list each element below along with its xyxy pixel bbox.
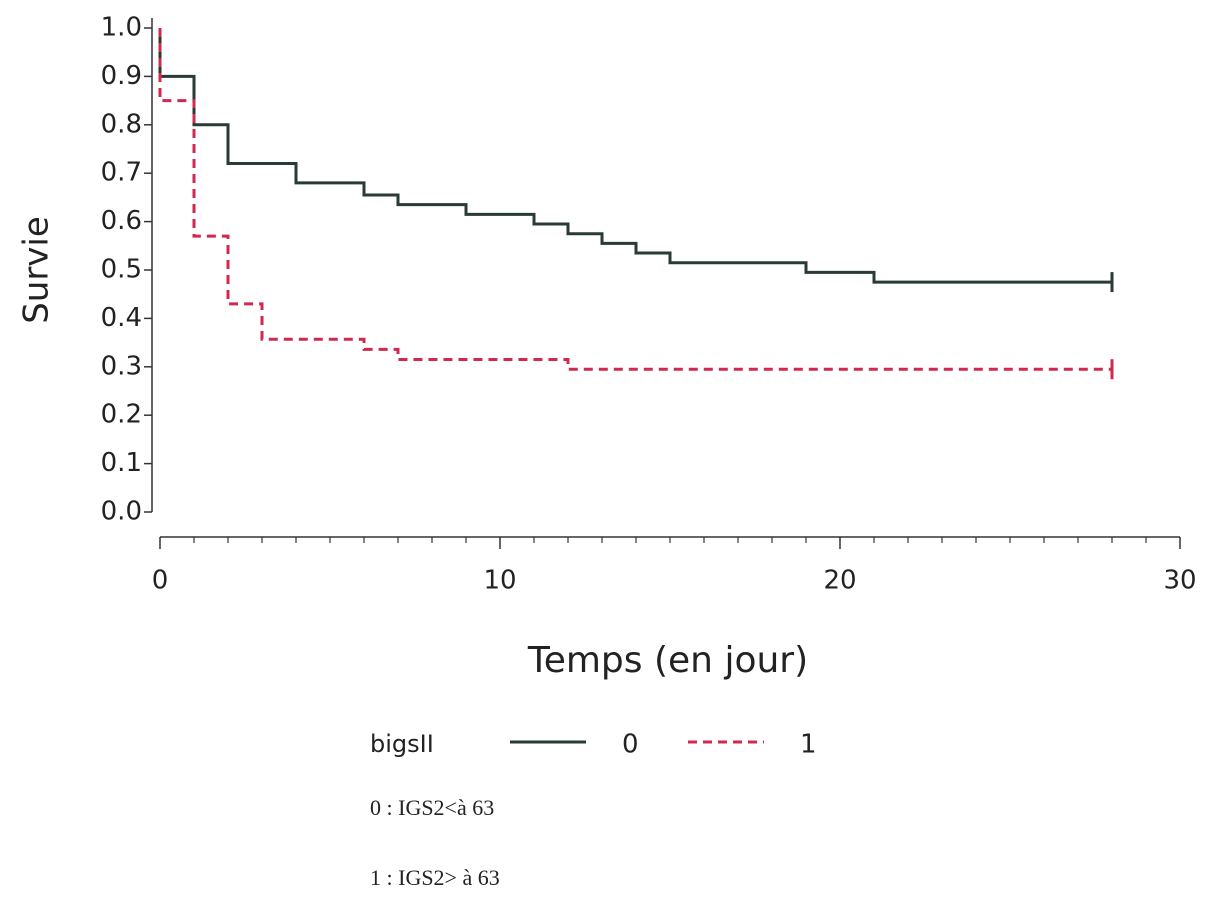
note: 1 : IGS2> à 63 — [370, 865, 500, 890]
y-tick-label: 0.5 — [101, 255, 142, 285]
y-tick-label: 0.0 — [101, 497, 142, 527]
y-tick-label: 0.8 — [101, 109, 142, 139]
x-tick-label: 20 — [823, 566, 856, 596]
y-tick-label: 0.7 — [101, 158, 142, 188]
x-tick-label: 30 — [1163, 566, 1196, 596]
x-tick-label: 10 — [483, 566, 516, 596]
y-tick-label: 1.0 — [101, 13, 142, 43]
y-tick-label: 0.6 — [101, 206, 142, 236]
y-tick-label: 0.3 — [101, 351, 142, 381]
y-tick-label: 0.4 — [101, 303, 142, 333]
x-tick-label: 0 — [152, 566, 169, 596]
x-axis-label: Temps (en jour) — [527, 640, 808, 681]
survival-line — [158, 28, 1112, 284]
survival-line — [158, 28, 1112, 371]
legend-label: 0 — [622, 730, 639, 760]
y-axis-label: Survie — [17, 216, 57, 324]
y-tick-label: 0.2 — [101, 400, 142, 430]
y-tick-label: 0.1 — [101, 448, 142, 478]
legend-title: bigsII — [370, 730, 434, 758]
legend-label: 1 — [800, 730, 817, 760]
note: 0 : IGS2<à 63 — [370, 795, 494, 820]
y-tick-label: 0.9 — [101, 61, 142, 91]
